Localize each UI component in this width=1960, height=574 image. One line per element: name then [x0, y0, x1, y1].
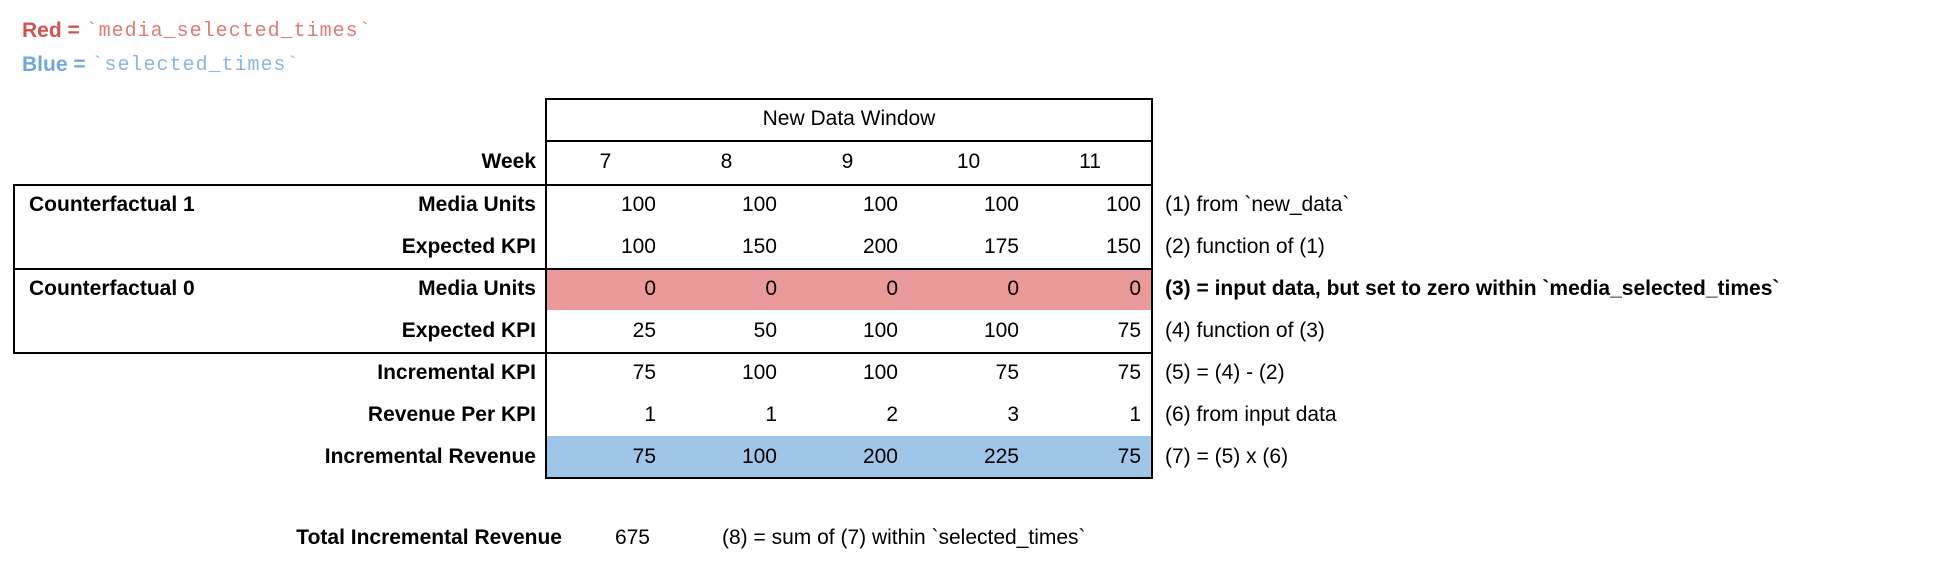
table-row-expected-kpi-cf1: Expected KPI 100 150 200 175 150 (2) fun… — [13, 226, 1948, 268]
total-annotation: (8) = sum of (7) within `selected_times` — [722, 526, 1086, 549]
value-cell: 1 — [765, 403, 777, 426]
value-cell: 100 — [862, 319, 898, 342]
selected-times-highlight — [545, 436, 1153, 479]
value-cell: 175 — [983, 235, 1019, 258]
table-row-media-units-cf0: Counterfactual 0 Media Units 0 0 0 0 0 (… — [13, 268, 1948, 310]
row-annotation: (7) = (5) x (6) — [1165, 445, 1289, 468]
value-cell: 100 — [862, 193, 898, 216]
row-label: Incremental Revenue — [324, 445, 536, 468]
value-cell: 0 — [886, 277, 898, 300]
table-row-incremental-revenue: Incremental Revenue 75 100 200 225 75 (7… — [13, 436, 1948, 478]
value-cell: 100 — [983, 319, 1019, 342]
value-cell: 0 — [1129, 277, 1141, 300]
value-cell: 100 — [741, 445, 777, 468]
total-label: Total Incremental Revenue — [296, 526, 562, 549]
value-cell: 0 — [644, 277, 656, 300]
value-cell: 200 — [862, 235, 898, 258]
value-cell: 100 — [741, 193, 777, 216]
value-cell: 25 — [632, 319, 656, 342]
table-row-media-units-cf1: Counterfactual 1 Media Units 100 100 100… — [13, 184, 1948, 226]
new-data-window-header: New Data Window — [762, 107, 936, 130]
week-row: Week 7 8 9 10 11 — [13, 140, 1948, 184]
total-incremental-revenue-row: Total Incremental Revenue 675 (8) = sum … — [13, 517, 1948, 559]
row-annotation: (6) from input data — [1165, 403, 1337, 426]
value-cell: 100 — [983, 193, 1019, 216]
value-cell: 50 — [753, 319, 777, 342]
media-selected-times-highlight — [545, 268, 1153, 310]
legend-blue-label: Blue = — [22, 53, 92, 76]
value-cell: 75 — [1117, 361, 1141, 384]
week-header-cell: 11 — [1079, 150, 1101, 173]
value-cell: 150 — [741, 235, 777, 258]
week-row-label: Week — [481, 150, 536, 173]
value-cell: 1 — [644, 403, 656, 426]
counterfactual-0-box — [13, 268, 547, 354]
week-header-cell: 8 — [720, 150, 733, 173]
row-annotation: (5) = (4) - (2) — [1165, 361, 1285, 384]
legend-red-line: Red = `media_selected_times` — [22, 14, 372, 48]
week-header-cell: 10 — [956, 150, 981, 173]
value-cell: 0 — [1007, 277, 1019, 300]
value-cell: 3 — [1007, 403, 1019, 426]
week-divider-line — [545, 184, 1153, 186]
row-label: Revenue Per KPI — [367, 403, 536, 426]
row-label: Expected KPI — [401, 235, 536, 258]
week-header-cell: 9 — [841, 150, 854, 173]
value-cell: 1 — [1129, 403, 1141, 426]
value-cell: 75 — [632, 445, 656, 468]
table-row-incremental-kpi: Incremental KPI 75 100 100 75 75 (5) = (… — [13, 352, 1948, 394]
row-label: Expected KPI — [401, 319, 536, 342]
row-label: Media Units — [418, 277, 536, 300]
table-row-revenue-per-kpi: Revenue Per KPI 1 1 2 3 1 (6) from input… — [13, 394, 1948, 436]
row-label: Incremental KPI — [377, 361, 536, 384]
value-cell: 150 — [1105, 235, 1141, 258]
value-cell: 100 — [620, 193, 656, 216]
legend-blue-code: `selected_times` — [91, 53, 300, 77]
value-cell: 75 — [1117, 319, 1141, 342]
value-cell: 75 — [995, 361, 1019, 384]
value-cell: 0 — [765, 277, 777, 300]
counterfactual-0-label: Counterfactual 0 — [29, 277, 195, 300]
row-annotation: (1) from `new_data` — [1165, 193, 1350, 216]
header-divider-line — [545, 140, 1153, 142]
value-cell: 100 — [862, 361, 898, 384]
legend-red-label: Red = — [22, 19, 86, 42]
row-annotation: (2) function of (1) — [1165, 235, 1325, 258]
row-annotation: (4) function of (3) — [1165, 319, 1325, 342]
value-cell: 100 — [1105, 193, 1141, 216]
row-label: Media Units — [418, 193, 536, 216]
counterfactual0-bottom-line — [545, 352, 1153, 354]
week-header-cell: 7 — [599, 150, 612, 173]
color-legend: Red = `media_selected_times` Blue = `sel… — [22, 14, 372, 82]
total-value: 675 — [614, 526, 650, 549]
legend-red-code: `media_selected_times` — [85, 19, 372, 43]
counterfactual-divider-line — [545, 268, 1153, 270]
value-cell: 100 — [620, 235, 656, 258]
counterfactual-1-label: Counterfactual 1 — [29, 193, 195, 216]
value-cell: 225 — [983, 445, 1019, 468]
value-cell: 75 — [632, 361, 656, 384]
table-row-expected-kpi-cf0: Expected KPI 25 50 100 100 75 (4) functi… — [13, 310, 1948, 352]
row-annotation: (3) = input data, but set to zero within… — [1165, 277, 1780, 300]
value-cell: 75 — [1117, 445, 1141, 468]
value-cell: 200 — [862, 445, 898, 468]
legend-blue-line: Blue = `selected_times` — [22, 48, 372, 82]
value-cell: 2 — [886, 403, 898, 426]
value-cell: 100 — [741, 361, 777, 384]
